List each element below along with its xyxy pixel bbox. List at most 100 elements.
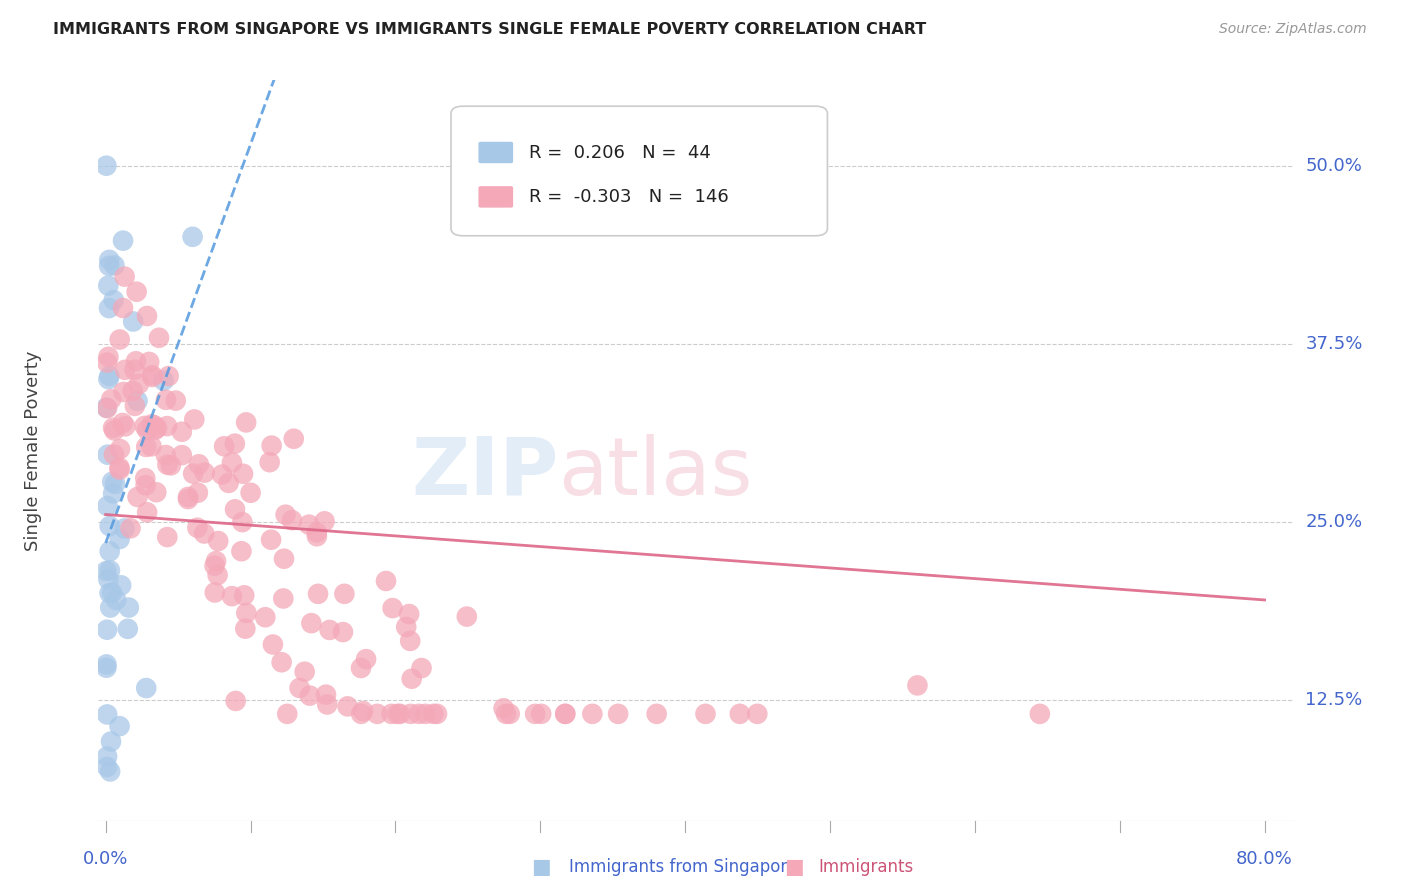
Point bbox=[273, 591, 295, 606]
Point bbox=[314, 514, 336, 528]
Point bbox=[96, 623, 118, 637]
Point bbox=[98, 586, 121, 600]
Point bbox=[274, 508, 297, 522]
Point bbox=[141, 368, 163, 383]
Point bbox=[270, 655, 292, 669]
Point bbox=[380, 706, 402, 721]
Point bbox=[170, 448, 193, 462]
Point bbox=[682, 187, 704, 202]
Point bbox=[145, 485, 167, 500]
Point bbox=[157, 369, 180, 384]
Point bbox=[98, 764, 121, 779]
Point bbox=[105, 593, 128, 607]
Point bbox=[114, 363, 136, 377]
Point bbox=[350, 706, 373, 721]
Point bbox=[221, 456, 243, 470]
Point bbox=[212, 439, 235, 453]
Point bbox=[499, 706, 522, 721]
Point bbox=[98, 259, 121, 273]
Point bbox=[103, 259, 125, 273]
Point bbox=[401, 672, 423, 686]
Point bbox=[352, 704, 374, 718]
Point bbox=[103, 293, 125, 307]
Point bbox=[399, 706, 422, 721]
Text: 12.5%: 12.5% bbox=[1306, 690, 1362, 708]
Point bbox=[98, 563, 121, 577]
Point bbox=[124, 399, 146, 413]
Point bbox=[381, 601, 404, 615]
Point bbox=[96, 564, 118, 578]
Point bbox=[495, 706, 517, 721]
Point bbox=[108, 719, 131, 733]
Point bbox=[350, 661, 373, 675]
Point bbox=[98, 301, 121, 315]
Point bbox=[97, 372, 120, 386]
Point bbox=[181, 229, 204, 244]
Point bbox=[211, 467, 233, 482]
Point bbox=[235, 416, 257, 430]
Point bbox=[125, 354, 148, 368]
Point bbox=[156, 458, 179, 472]
Text: ■: ■ bbox=[531, 857, 551, 877]
Point bbox=[354, 652, 377, 666]
Point bbox=[645, 706, 668, 721]
Point bbox=[695, 706, 717, 721]
Point bbox=[492, 701, 515, 715]
Point bbox=[298, 689, 321, 703]
Point bbox=[254, 610, 277, 624]
Text: 80.0%: 80.0% bbox=[1236, 850, 1294, 868]
Point bbox=[375, 574, 398, 588]
Point bbox=[554, 706, 576, 721]
Text: 0.0%: 0.0% bbox=[83, 850, 128, 868]
Point bbox=[145, 423, 167, 437]
Point bbox=[204, 585, 226, 599]
Point bbox=[155, 448, 177, 462]
Point bbox=[294, 665, 316, 679]
Point bbox=[225, 694, 247, 708]
Point bbox=[389, 706, 412, 721]
Point bbox=[96, 401, 118, 415]
Point bbox=[233, 622, 256, 636]
Point bbox=[108, 460, 131, 475]
Point bbox=[183, 412, 205, 426]
Point bbox=[98, 368, 121, 383]
Point bbox=[103, 424, 125, 438]
Point bbox=[231, 544, 253, 558]
Point bbox=[127, 393, 149, 408]
Point bbox=[104, 476, 127, 491]
Point bbox=[456, 609, 478, 624]
Point bbox=[366, 706, 388, 721]
Point bbox=[156, 530, 179, 544]
Point bbox=[336, 699, 359, 714]
Point bbox=[224, 502, 246, 516]
Point bbox=[138, 355, 160, 369]
Point bbox=[231, 515, 253, 529]
Text: Single Female Poverty: Single Female Poverty bbox=[24, 351, 42, 550]
Point bbox=[281, 513, 304, 527]
Point bbox=[218, 475, 240, 490]
Point bbox=[97, 278, 120, 293]
Point bbox=[120, 521, 142, 535]
Point bbox=[96, 760, 118, 774]
Point bbox=[101, 421, 124, 435]
Point bbox=[187, 457, 209, 471]
Point bbox=[143, 418, 166, 433]
Point bbox=[907, 678, 929, 692]
Point bbox=[426, 706, 449, 721]
Point bbox=[98, 600, 121, 615]
Point bbox=[98, 519, 121, 533]
Point bbox=[135, 681, 157, 695]
Text: atlas: atlas bbox=[558, 434, 752, 512]
Point bbox=[1029, 706, 1052, 721]
Point bbox=[97, 573, 120, 587]
Point bbox=[125, 285, 148, 299]
Point bbox=[108, 532, 131, 546]
Point bbox=[415, 706, 437, 721]
Point bbox=[299, 616, 322, 631]
Point bbox=[136, 505, 159, 519]
Point bbox=[607, 706, 630, 721]
Point bbox=[96, 749, 118, 764]
Point bbox=[170, 425, 193, 439]
Point bbox=[108, 463, 131, 477]
Point bbox=[262, 638, 284, 652]
